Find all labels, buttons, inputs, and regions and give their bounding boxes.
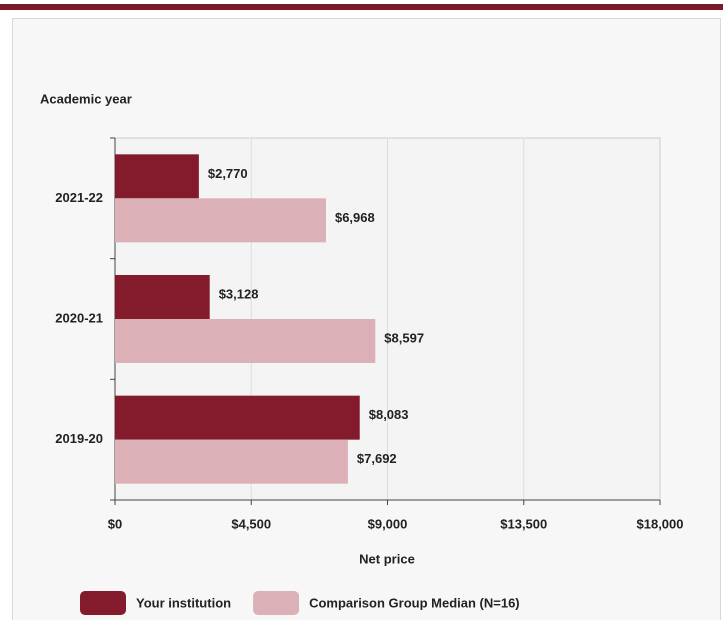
legend-label: Comparison Group Median (N=16) [309,595,520,610]
bar [115,319,376,363]
value-label: $7,692 [357,451,397,466]
bar [115,275,210,319]
y-tick-label: 2020-21 [55,310,103,325]
value-label: $6,968 [335,210,375,225]
x-tick-label: $13,500 [500,516,547,531]
value-label: $2,770 [208,166,248,181]
y-tick-label: 2019-20 [55,431,103,446]
legend-swatch [80,591,126,615]
bar [115,439,348,484]
x-tick-label: $4,500 [231,516,271,531]
bar [115,395,360,440]
value-label: $8,083 [369,407,409,422]
legend-label: Your institution [136,595,231,610]
bar [115,154,199,199]
value-label: $8,597 [384,330,424,345]
y-axis-label: Academic year [40,91,132,106]
x-tick-label: $9,000 [368,516,408,531]
x-tick-label: $0 [108,516,122,531]
value-label: $3,128 [219,286,259,301]
legend-swatch [253,591,300,615]
bar [115,198,326,243]
y-tick-label: 2021-22 [55,190,103,205]
x-tick-label: $18,000 [637,516,684,531]
top-band [0,4,723,10]
x-axis-label: Net price [359,551,415,566]
